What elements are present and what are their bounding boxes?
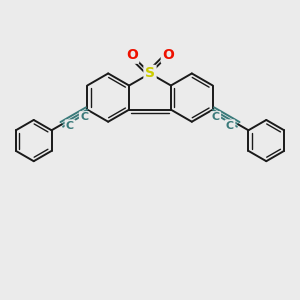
Text: C: C <box>66 121 74 131</box>
Text: O: O <box>126 48 138 62</box>
Text: C: C <box>80 112 88 122</box>
Text: C: C <box>226 121 234 131</box>
Text: S: S <box>145 66 155 80</box>
Text: C: C <box>212 112 220 122</box>
Text: O: O <box>162 48 174 62</box>
